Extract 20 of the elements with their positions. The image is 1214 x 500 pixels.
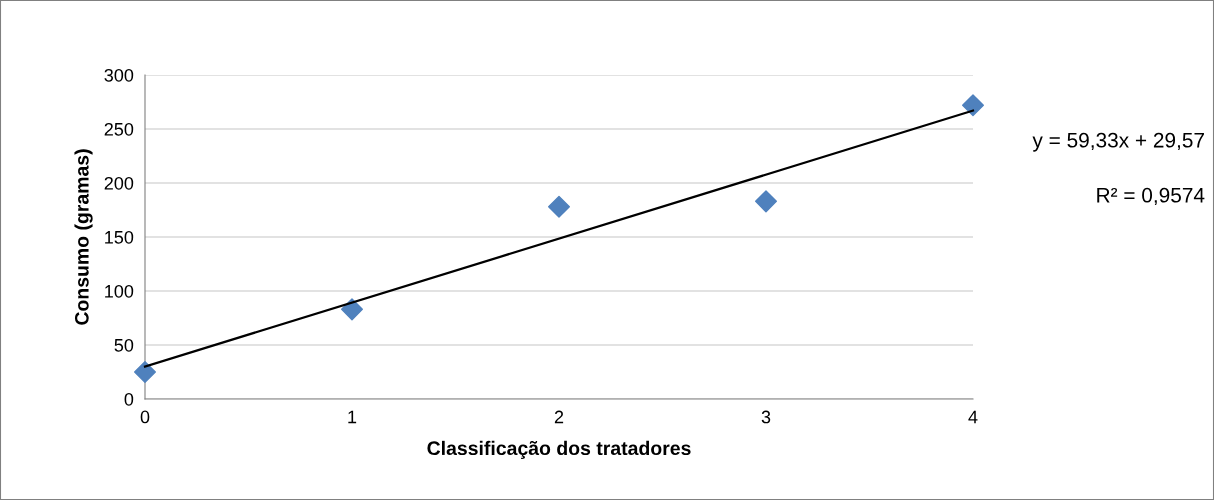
y-tick-label: 100 — [105, 284, 134, 298]
point — [548, 195, 570, 218]
x-tick-label: 3 — [761, 410, 771, 424]
x-axis-title: Classificação dos tratadores — [427, 440, 691, 459]
y-tick-label: 50 — [114, 338, 134, 352]
y-tick-label: 0 — [124, 392, 134, 406]
x-tick-label: 1 — [348, 410, 357, 424]
y-tick-label: 200 — [104, 176, 134, 190]
text: y = 59,33x + 29,57 — [1032, 132, 1204, 152]
y-tick-label: 250 — [104, 122, 134, 136]
x-tick-label: 4 — [968, 410, 978, 424]
y-tick-label: 300 — [104, 68, 134, 82]
y-axis-title: Consumo (gramas) — [74, 149, 93, 325]
point — [755, 190, 777, 213]
y-tick-label: 150 — [105, 230, 134, 244]
point — [134, 361, 156, 383]
text: R² = 0,9574 — [1097, 187, 1205, 206]
x-tick-label: 0 — [140, 410, 150, 424]
x-tick-label: 2 — [554, 410, 564, 424]
point — [962, 94, 984, 117]
